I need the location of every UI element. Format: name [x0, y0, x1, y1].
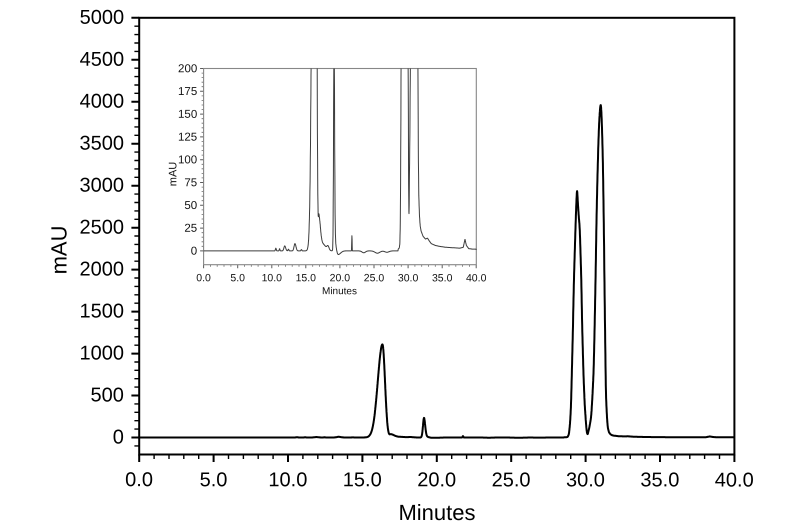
svg-text:mAU: mAU [46, 226, 71, 275]
svg-text:30.0: 30.0 [566, 469, 605, 491]
svg-text:0: 0 [113, 426, 124, 448]
svg-text:50: 50 [184, 200, 197, 212]
svg-text:40.0: 40.0 [715, 469, 754, 491]
svg-text:15.0: 15.0 [296, 272, 317, 284]
svg-text:500: 500 [91, 384, 124, 406]
svg-text:10.0: 10.0 [262, 272, 283, 284]
svg-text:0: 0 [191, 246, 197, 258]
svg-text:4000: 4000 [80, 91, 125, 113]
svg-text:0.0: 0.0 [125, 469, 153, 491]
svg-text:200: 200 [178, 63, 197, 75]
svg-text:2000: 2000 [79, 259, 124, 281]
svg-text:20.0: 20.0 [330, 272, 351, 284]
svg-text:3000: 3000 [80, 175, 125, 197]
svg-text:4500: 4500 [80, 49, 125, 71]
svg-text:5.0: 5.0 [200, 469, 228, 491]
svg-text:150: 150 [178, 109, 197, 121]
svg-text:5.0: 5.0 [230, 272, 245, 284]
svg-text:125: 125 [178, 132, 197, 144]
svg-text:30.0: 30.0 [398, 272, 419, 284]
svg-text:5000: 5000 [80, 7, 125, 29]
svg-text:15.0: 15.0 [343, 469, 382, 491]
svg-text:40.0: 40.0 [466, 272, 487, 284]
svg-text:100: 100 [178, 154, 197, 166]
svg-text:35.0: 35.0 [432, 272, 453, 284]
svg-text:1500: 1500 [79, 301, 124, 323]
svg-text:10.0: 10.0 [268, 469, 307, 491]
svg-text:75: 75 [184, 177, 197, 189]
svg-text:Minutes: Minutes [322, 286, 357, 297]
svg-text:2500: 2500 [80, 217, 125, 239]
svg-text:mAU: mAU [167, 162, 179, 187]
svg-text:0.0: 0.0 [196, 272, 211, 284]
svg-text:35.0: 35.0 [640, 469, 679, 491]
svg-text:20.0: 20.0 [417, 469, 456, 491]
svg-text:25.0: 25.0 [492, 469, 531, 491]
svg-text:175: 175 [178, 86, 197, 98]
svg-text:3500: 3500 [80, 133, 125, 155]
svg-text:25.0: 25.0 [364, 272, 385, 284]
svg-text:Minutes: Minutes [398, 500, 475, 525]
svg-text:25: 25 [184, 223, 197, 235]
svg-text:1000: 1000 [79, 343, 124, 365]
